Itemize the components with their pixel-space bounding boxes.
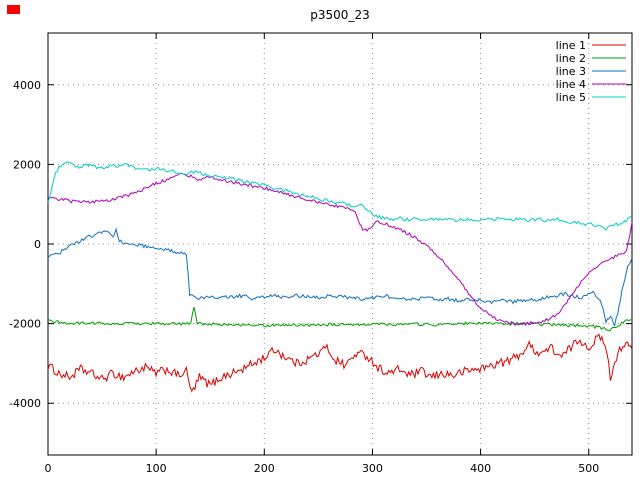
series-line-2 <box>47 306 633 332</box>
legend-label-5: line 5 <box>556 91 586 104</box>
x-tick-label: 100 <box>146 462 167 475</box>
y-tick-label: 2000 <box>13 158 41 171</box>
plot-border <box>47 32 633 456</box>
legend-label-4: line 4 <box>556 78 586 91</box>
y-tick-label: -4000 <box>9 397 41 410</box>
series-line-5 <box>47 161 633 231</box>
y-tick-label: 4000 <box>13 79 41 92</box>
x-tick-label: 0 <box>45 462 52 475</box>
series-line-3 <box>47 227 633 328</box>
legend-label-2: line 2 <box>556 52 586 65</box>
legend-label-1: line 1 <box>556 39 586 52</box>
legend-label-3: line 3 <box>556 65 586 78</box>
x-tick-label: 400 <box>470 462 491 475</box>
series-line-4 <box>47 173 633 327</box>
series-line-1 <box>47 333 633 393</box>
x-tick-label: 300 <box>362 462 383 475</box>
x-tick-label: 200 <box>254 462 275 475</box>
x-tick-label: 500 <box>578 462 599 475</box>
chart-title: p3500_23 <box>310 8 369 22</box>
corner-marker <box>7 5 20 14</box>
y-tick-label: 0 <box>34 238 41 251</box>
y-tick-label: -2000 <box>9 318 41 331</box>
